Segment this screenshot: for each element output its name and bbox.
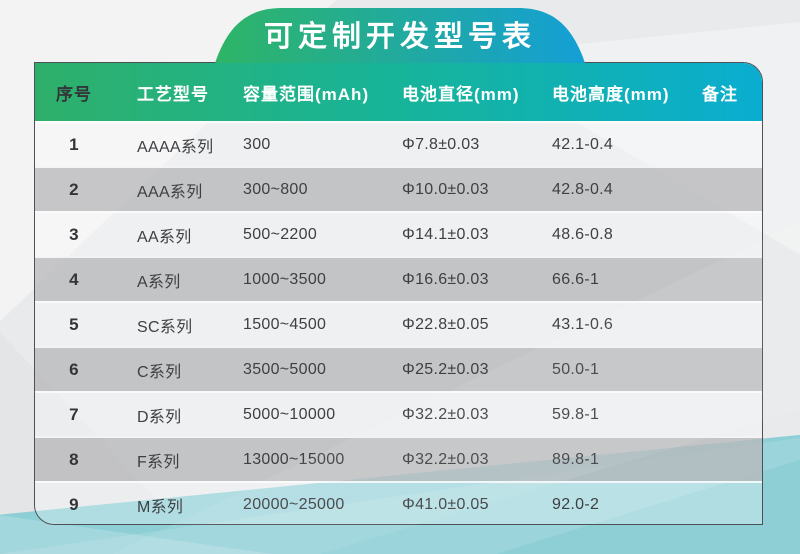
cell-capacity: 1000~3500 [243,270,327,288]
cell-height: 89.8-1 [552,450,600,468]
cell-diameter: Φ32.2±0.03 [402,450,489,468]
header-cell: 容量范围(mAh) [243,84,370,104]
table-row: 2 AAA系列 300~800 Φ10.0±0.03 42.8-0.4 [35,166,762,211]
cell-capacity: 13000~15000 [243,450,345,468]
spec-table: 序号 工艺型号 容量范围(mAh) 电池直径(mm) 电池高度(mm) 备注 1 AAAA系… [34,62,763,525]
header-cell: 工艺型号 [137,84,209,104]
cell-capacity: 300~800 [243,180,308,198]
cell-series: M系列 [137,498,184,516]
table-row: 3 AA系列 500~2200 Φ14.1±0.03 48.6-0.8 [35,211,762,256]
table-row: 9 M系列 20000~25000 Φ41.0±0.05 92.0-2 [35,481,762,524]
cell-note [678,438,762,481]
cell-no: 8 [69,449,79,469]
title-banner [215,8,585,63]
cell-diameter: Φ41.0±0.05 [402,495,489,513]
cell-height: 50.0-1 [552,360,600,378]
cell-no: 7 [69,404,79,424]
cell-diameter: Φ7.8±0.03 [402,135,480,153]
cell-series: A系列 [137,273,181,291]
header-cell: 备注 [702,84,738,104]
cell-no: 4 [69,269,79,289]
cell-capacity: 3500~5000 [243,360,327,378]
cell-series: AAAA系列 [137,138,214,156]
cell-capacity: 20000~25000 [243,495,345,513]
cell-diameter: Φ16.6±0.03 [402,270,489,288]
header-cell: 电池高度(mm) [552,84,670,104]
page-title: 可定制开发型号表 [263,21,536,53]
cell-capacity: 1500~4500 [243,315,327,333]
cell-no: 5 [69,314,79,334]
cell-capacity: 300 [243,135,271,153]
cell-note [678,213,762,256]
header-cell: 序号 [56,84,92,104]
cell-series: AAA系列 [137,183,203,201]
cell-capacity: 500~2200 [243,225,318,243]
table-row: 7 D系列 5000~10000 Φ32.2±0.03 59.8-1 [35,391,762,436]
cell-diameter: Φ10.0±0.03 [402,180,489,198]
cell-note [678,348,762,391]
cell-series: F系列 [137,453,180,471]
cell-diameter: Φ14.1±0.03 [402,225,489,243]
cell-height: 66.6-1 [552,270,600,288]
cell-series: C系列 [137,363,182,381]
cell-series: AA系列 [137,228,192,246]
table-header: 序号 工艺型号 容量范围(mAh) 电池直径(mm) 电池高度(mm) 备注 [35,63,762,121]
cell-note [678,303,762,346]
table-row: 4 A系列 1000~3500 Φ16.6±0.03 66.6-1 [35,256,762,301]
cell-height: 42.1-0.4 [552,135,614,153]
header-cell: 电池直径(mm) [402,84,520,104]
cell-capacity: 5000~10000 [243,405,336,423]
cell-series: D系列 [137,408,182,426]
cell-height: 92.0-2 [552,495,600,513]
cell-no: 9 [69,494,79,514]
cell-no: 3 [69,224,79,244]
cell-height: 59.8-1 [552,405,600,423]
cell-height: 43.1-0.6 [552,315,614,333]
cell-diameter: Φ32.2±0.03 [402,405,489,423]
cell-note [678,123,762,166]
cell-no: 1 [69,134,79,154]
cell-height: 48.6-0.8 [552,225,614,243]
cell-note [678,483,762,524]
cell-no: 2 [69,179,79,199]
cell-series: SC系列 [137,318,193,336]
table-row: 5 SC系列 1500~4500 Φ22.8±0.05 43.1-0.6 [35,301,762,346]
cell-note [678,168,762,211]
table-row: 1 AAAA系列 300 Φ7.8±0.03 42.1-0.4 [35,121,762,166]
table-row: 8 F系列 13000~15000 Φ32.2±0.03 89.8-1 [35,436,762,481]
cell-note [678,393,762,436]
cell-height: 42.8-0.4 [552,180,614,198]
table-body: 1 AAAA系列 300 Φ7.8±0.03 42.1-0.4 2 AAA系列 300~800… [35,121,762,524]
cell-no: 6 [69,359,79,379]
table-row: 6 C系列 3500~5000 Φ25.2±0.03 50.0-1 [35,346,762,391]
cell-note [678,258,762,301]
cell-diameter: Φ25.2±0.03 [402,360,489,378]
cell-diameter: Φ22.8±0.05 [402,315,489,333]
